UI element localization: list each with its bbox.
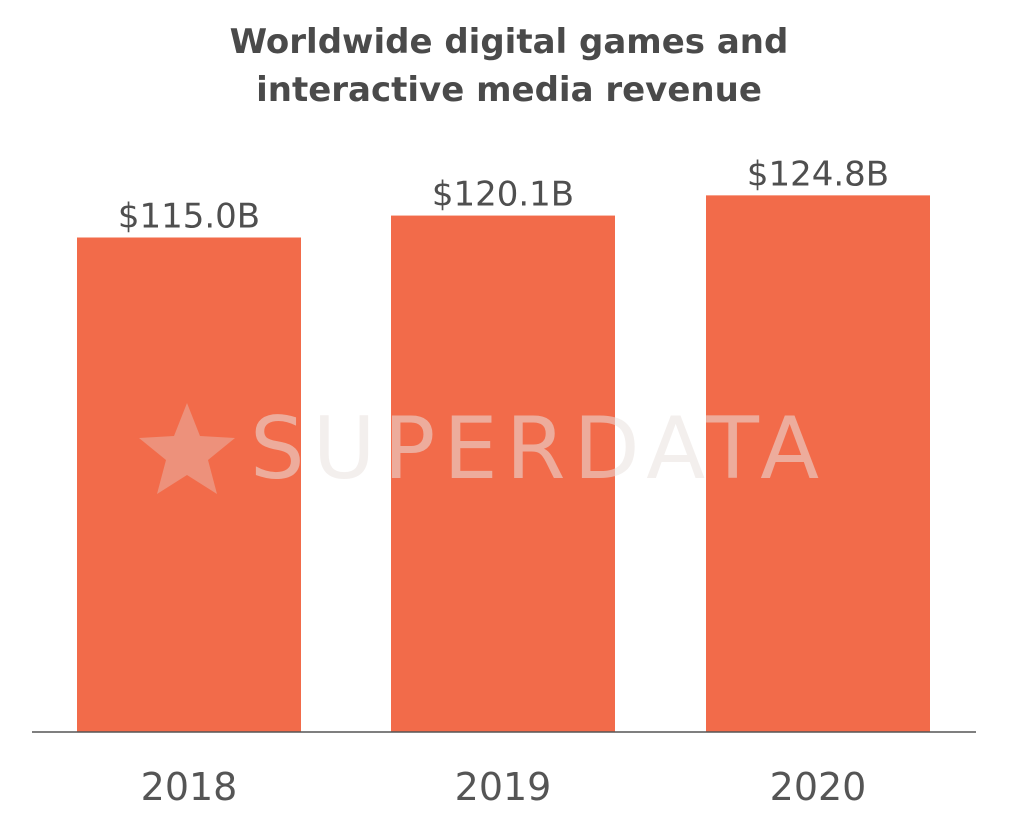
bar-2018 <box>77 237 301 732</box>
chart-title-line-2: interactive media revenue <box>256 70 762 110</box>
chart-title: Worldwide digital games and interactive … <box>0 18 1018 114</box>
chart-title-line-1: Worldwide digital games and <box>229 22 789 62</box>
bar-2019 <box>391 215 615 732</box>
bar-value-label: $124.8B <box>747 154 889 194</box>
star-icon <box>139 403 235 494</box>
x-tick-label: 2020 <box>770 765 867 809</box>
labels-group: $115.0B 2018 $120.1B 2019 $124.8B 2020 <box>118 154 889 809</box>
x-tick-label: 2019 <box>455 765 552 809</box>
watermark: SUPERDATA <box>139 399 827 499</box>
bar-value-label: $115.0B <box>118 197 260 237</box>
bar-value-label: $120.1B <box>432 175 574 215</box>
x-tick-label: 2018 <box>141 765 238 809</box>
bar-2020 <box>706 195 930 733</box>
watermark-text: SUPERDATA <box>250 399 827 499</box>
bars-group <box>77 195 930 733</box>
